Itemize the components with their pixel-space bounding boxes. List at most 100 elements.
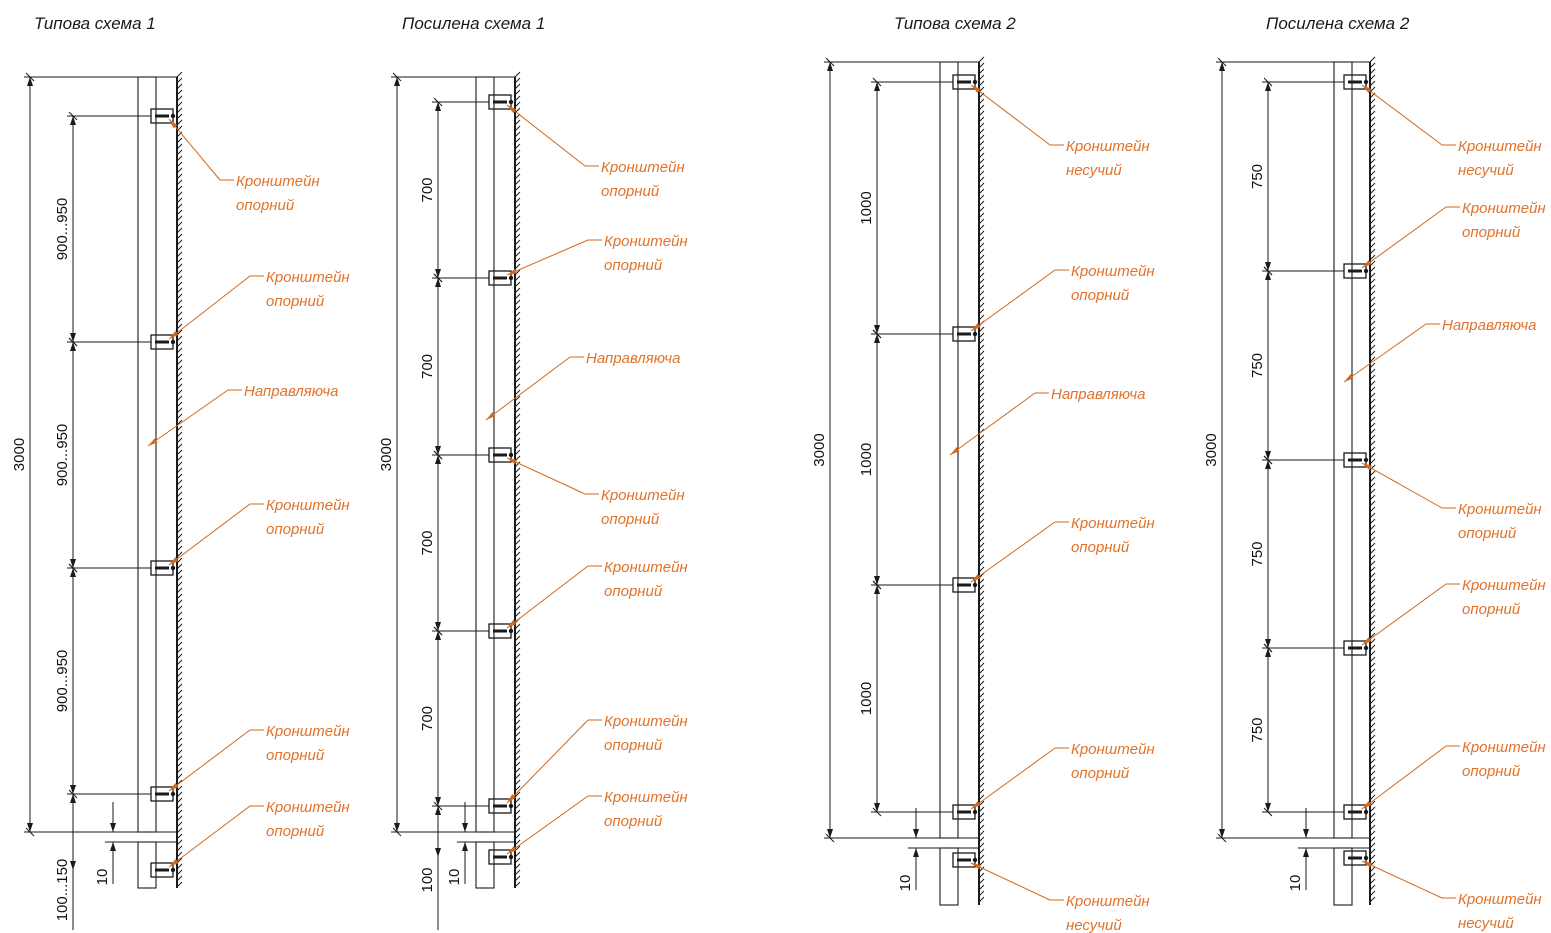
wall-hatch [1369, 656, 1376, 663]
dim-arrow [70, 116, 76, 125]
callout-arrow [971, 801, 981, 809]
callout-text: опорний [604, 583, 663, 600]
wall-hatch [1369, 452, 1376, 459]
wall-hatch [176, 377, 183, 384]
wall-hatch [514, 509, 521, 516]
wall-hatch [978, 884, 985, 891]
wall-hatch [1369, 224, 1376, 231]
callout-guide: Направляюча [1343, 317, 1536, 383]
callout-arrow [1362, 861, 1373, 868]
wall-hatch [978, 56, 985, 63]
wall-hatch [1369, 368, 1376, 375]
scheme-2-drawing: 300070070070070010100КронштейнопорнийКро… [378, 71, 688, 930]
wall-hatch [514, 323, 521, 330]
wall-hatch [978, 278, 985, 285]
callout-leader [168, 729, 251, 792]
callout-leader [1343, 323, 1427, 383]
dim-arrow [1303, 848, 1309, 857]
wall-hatch [1369, 140, 1376, 147]
wall-hatch [176, 599, 183, 606]
wall-hatch [978, 812, 985, 819]
wall-hatch [1369, 56, 1376, 63]
callout-b2: Кронштейн опорний [1361, 200, 1546, 269]
dim-arrow [70, 342, 76, 351]
wall-hatch [978, 476, 985, 483]
dim-arrow [1219, 62, 1225, 71]
wall-hatch [978, 650, 985, 657]
wall-hatch [176, 551, 183, 558]
wall-hatch [978, 602, 985, 609]
dim-arrow [1265, 803, 1271, 812]
wall-hatch [176, 395, 183, 402]
wall-hatch [514, 779, 521, 786]
wall-hatch [176, 785, 183, 792]
wall-hatch [176, 347, 183, 354]
dim-arrow [435, 269, 441, 278]
dim-arrow [394, 823, 400, 832]
wall-hatch [514, 791, 521, 798]
callout-leader [970, 269, 1056, 332]
callout-arrow [507, 794, 516, 803]
wall-hatch [978, 374, 985, 381]
wall-hatch [1369, 716, 1376, 723]
wall-hatch [978, 764, 985, 771]
wall-hatch [176, 653, 183, 660]
bracket-spacing-dim-value: 700 [419, 530, 436, 555]
wall-hatch [1369, 572, 1376, 579]
wall-hatch [1369, 626, 1376, 633]
callout-b4: Кронштейн опорний [970, 741, 1155, 810]
dim-arrow [1265, 262, 1271, 271]
wall-hatch [176, 323, 183, 330]
wall-hatch [1369, 380, 1376, 387]
wall-hatch [514, 827, 521, 834]
wall-hatch [978, 752, 985, 759]
wall-hatch [176, 443, 183, 450]
wall-hatch [978, 128, 985, 135]
wall-hatch [1369, 878, 1376, 885]
callout-leader [970, 84, 1051, 146]
wall-hatch [176, 107, 183, 114]
callout-text: Кронштейн [604, 713, 688, 730]
wall-hatch [176, 809, 183, 816]
dim-arrow [27, 77, 33, 86]
dim-tick [825, 833, 835, 843]
wall-hatch [514, 527, 521, 534]
bracket-spacing-dim-value: 900...950 [54, 198, 71, 261]
wall-hatch [1369, 806, 1376, 813]
wall-hatch [1369, 590, 1376, 597]
wall-hatch [514, 101, 521, 108]
wall-hatch [176, 593, 183, 600]
wall-hatch [1369, 302, 1376, 309]
callout-leader [506, 104, 586, 167]
wall-hatch [978, 194, 985, 201]
wall-hatch [978, 146, 985, 153]
wall-hatch [514, 743, 521, 750]
callout-leader [949, 392, 1036, 456]
wall-hatch [514, 869, 521, 876]
wall-hatch [978, 662, 985, 669]
wall-hatch [978, 422, 985, 429]
wall-hatch [1369, 206, 1376, 213]
wall-hatch [514, 197, 521, 204]
dim-arrow [394, 77, 400, 86]
wall-hatch [176, 647, 183, 654]
wall-hatch [1369, 740, 1376, 747]
bracket-anchor-dot [170, 339, 176, 345]
wall-hatch [1369, 524, 1376, 531]
callout-text: опорний [266, 293, 325, 310]
wall-hatch [514, 815, 521, 822]
callout-b6: Кронштейн несучий [1361, 860, 1542, 932]
wall-hatch [514, 149, 521, 156]
wall-hatch [176, 119, 183, 126]
bracket-anchor-dot [1363, 457, 1369, 463]
wall-hatch [1369, 662, 1376, 669]
joint-gap-value: 10 [1287, 875, 1304, 892]
wall-hatch [514, 131, 521, 138]
wall-hatch [1369, 500, 1376, 507]
wall-hatch [176, 815, 183, 822]
wall-hatch [1369, 632, 1376, 639]
wall-hatch [176, 569, 183, 576]
dim-tick [25, 827, 35, 837]
bracket-anchor-dot [972, 331, 978, 337]
wall-hatch [978, 434, 985, 441]
